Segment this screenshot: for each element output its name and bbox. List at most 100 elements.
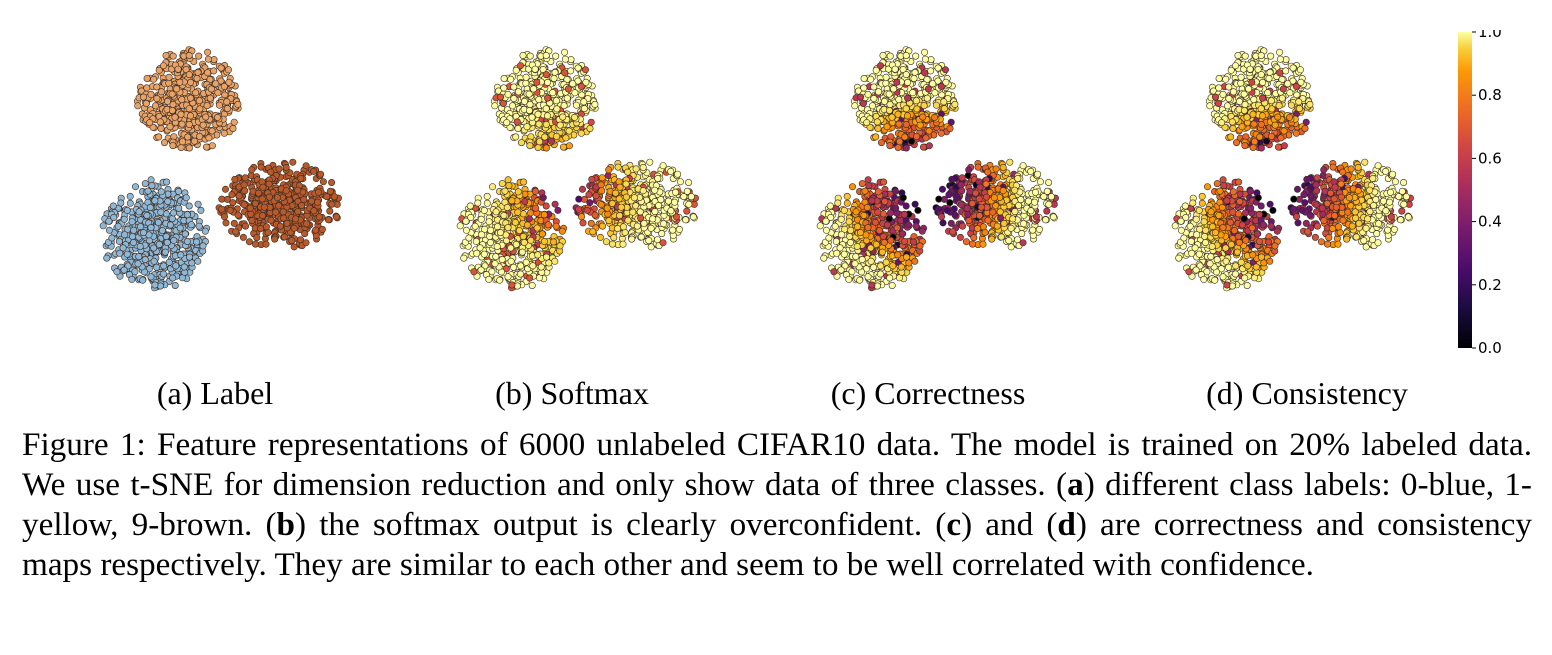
point-correctness [919,113,927,121]
point-correctness [939,185,947,193]
point-softmax [511,218,519,226]
point-softmax [565,142,573,150]
point-label [196,105,204,113]
point-softmax [526,142,534,150]
point-correctness [913,132,921,140]
point-label [186,253,194,261]
point-correctness [888,113,896,121]
point-softmax [598,174,606,182]
point-label [253,234,261,242]
point-label [328,179,336,187]
point-correctness [1045,179,1053,187]
point-softmax [553,105,561,113]
point-correctness [935,195,943,203]
point-label [174,65,182,73]
point-softmax [526,274,534,282]
point-softmax [630,194,638,202]
point-label [257,163,265,171]
point-softmax [530,85,538,93]
point-label [193,238,201,246]
point-label [143,212,151,220]
point-softmax [582,66,590,74]
point-label [151,281,159,289]
point-correctness [860,212,868,220]
point-label [150,244,158,252]
point-correctness [911,257,919,265]
point-softmax [542,105,550,113]
point-softmax [550,74,558,82]
point-correctness [1009,215,1017,223]
point-softmax [612,189,620,197]
point-correctness [1019,239,1027,247]
point-softmax [535,120,543,128]
point-label [139,276,147,284]
point-label [314,198,322,206]
point-softmax [561,69,569,77]
point-consistency [1217,265,1225,273]
point-softmax [518,248,526,256]
point-softmax [689,213,697,221]
point-softmax [512,133,520,141]
point-softmax [682,216,690,224]
point-label [123,206,131,214]
point-label [220,82,228,90]
point-softmax [674,170,682,178]
point-softmax [485,218,493,226]
point-softmax [633,222,641,230]
point-label [176,78,184,86]
point-softmax [575,195,583,203]
point-correctness [1011,208,1019,216]
point-correctness [1031,198,1039,206]
point-label [332,213,340,221]
point-correctness [820,254,828,262]
point-label [195,222,203,230]
point-label [170,236,178,244]
point-label [171,113,179,121]
point-consistency [1204,183,1212,191]
point-softmax [560,102,568,110]
point-correctness [921,55,929,63]
point-correctness [886,274,894,282]
point-correctness [870,95,878,103]
point-label [114,222,122,230]
point-softmax [603,204,611,212]
point-softmax [533,224,541,232]
point-softmax [480,250,488,258]
point-label [130,226,138,234]
point-correctness [902,202,910,210]
point-softmax [589,228,597,236]
point-label [169,274,177,282]
point-correctness [984,168,992,176]
point-correctness [885,107,893,115]
point-softmax [622,193,630,201]
point-correctness [1035,225,1043,233]
point-label [134,260,142,268]
point-label [204,48,212,56]
point-label [267,168,275,176]
point-softmax [486,233,494,241]
point-label [229,125,237,133]
point-label [252,240,260,248]
point-label [218,205,226,213]
point-correctness [846,233,854,241]
point-label [168,90,176,98]
point-softmax [632,165,640,173]
point-correctness [895,96,903,104]
point-label [128,275,136,283]
point-softmax [527,209,535,217]
point-correctness [877,270,885,278]
point-softmax [636,208,644,216]
point-softmax [462,226,470,234]
point-label [212,80,220,88]
point-label [155,240,163,248]
point-correctness [937,129,945,137]
point-softmax [624,168,632,176]
point-label [280,214,288,222]
point-softmax [552,97,560,105]
point-correctness [1031,188,1039,196]
point-correctness [899,194,907,202]
point-correctness [1043,207,1051,215]
point-correctness [848,268,856,276]
point-softmax [541,133,549,141]
point-softmax [477,266,485,274]
